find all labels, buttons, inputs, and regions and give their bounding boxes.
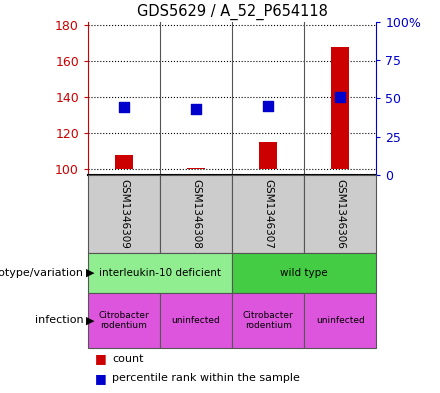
Text: GSM1346309: GSM1346309 [119, 179, 129, 249]
Bar [88, 293, 160, 348]
Bar [187, 168, 205, 169]
Text: genotype/variation: genotype/variation [0, 268, 84, 278]
Text: GSM1346306: GSM1346306 [335, 179, 345, 249]
Bar [232, 175, 304, 253]
Point [121, 104, 128, 110]
Bar [259, 142, 277, 169]
Bar [88, 253, 232, 293]
Text: GSM1346308: GSM1346308 [191, 179, 201, 249]
Text: interleukin-10 deficient: interleukin-10 deficient [99, 268, 221, 278]
Bar [160, 175, 232, 253]
Point [264, 103, 271, 109]
Text: ▶: ▶ [86, 268, 94, 278]
Bar [115, 155, 133, 169]
Bar [232, 253, 376, 293]
Point [193, 106, 200, 112]
Text: count: count [112, 354, 144, 364]
Text: infection: infection [35, 315, 84, 325]
Text: wild type: wild type [280, 268, 328, 278]
Text: ■: ■ [95, 372, 106, 385]
Text: ▶: ▶ [86, 315, 94, 325]
Text: percentile rank within the sample: percentile rank within the sample [112, 373, 300, 383]
Text: Citrobacter
rodentium: Citrobacter rodentium [243, 310, 293, 330]
Text: GSM1346307: GSM1346307 [263, 179, 273, 249]
Title: GDS5629 / A_52_P654118: GDS5629 / A_52_P654118 [137, 4, 327, 20]
Bar [331, 47, 349, 169]
Point [337, 94, 344, 100]
Bar [304, 175, 376, 253]
Text: Citrobacter
rodentium: Citrobacter rodentium [99, 310, 150, 330]
Text: uninfected: uninfected [316, 316, 365, 325]
Bar [304, 293, 376, 348]
Bar [160, 293, 232, 348]
Bar [232, 293, 304, 348]
Text: uninfected: uninfected [172, 316, 220, 325]
Bar [88, 175, 160, 253]
Text: ■: ■ [95, 352, 106, 365]
